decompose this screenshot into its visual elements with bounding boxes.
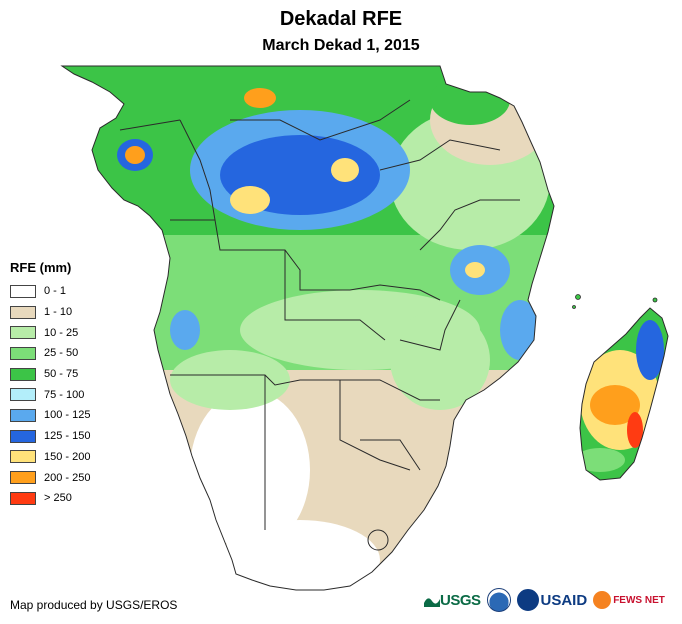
legend-label: 100 - 125 [44, 409, 91, 422]
legend-item: 50 - 75 [10, 364, 90, 385]
legend-item: 200 - 250 [10, 467, 90, 488]
map-subtitle: March Dekad 1, 2015 [262, 37, 420, 54]
credit-text: Map produced by USGS/EROS [10, 598, 178, 612]
country-borders [119, 99, 520, 551]
fews-logo-text: FEWS NET [613, 594, 665, 606]
usaid-logo-text: USAID [540, 591, 588, 609]
legend-swatch [10, 471, 36, 485]
agency-logos: USGS USAID FEWS NET [424, 584, 671, 616]
usgs-logo: USGS [424, 592, 481, 609]
legend-swatch [10, 388, 36, 402]
legend-label: 150 - 200 [44, 450, 91, 463]
legend-label: 50 - 75 [44, 368, 79, 381]
legend-item: 75 - 100 [10, 384, 90, 405]
legend-item: 25 - 50 [10, 343, 90, 364]
legend-swatch [10, 284, 36, 298]
legend-label: 1 - 10 [44, 306, 73, 319]
legend-label: 25 - 50 [44, 347, 79, 360]
africa-coastline [60, 65, 555, 591]
legend-item: 0 - 1 [10, 281, 90, 302]
legend-label: 0 - 1 [44, 285, 67, 298]
legend-swatch [10, 326, 36, 340]
legend-swatch [10, 346, 36, 360]
usgs-wave-icon [424, 598, 440, 607]
legend-label: 10 - 25 [44, 326, 79, 339]
legend-label: 200 - 250 [44, 471, 91, 484]
legend-swatch [10, 367, 36, 381]
islands [572, 294, 658, 309]
legend-swatch [10, 491, 36, 505]
legend-item: 10 - 25 [10, 322, 90, 343]
fews-globe-icon [593, 591, 612, 609]
fews-logo: FEWS NET [593, 591, 665, 609]
map-title: Dekadal RFE [279, 8, 403, 30]
legend-item: 150 - 200 [10, 447, 90, 468]
legend-swatch [10, 408, 36, 422]
madagascar-coastline [579, 307, 669, 481]
legend-swatch [10, 429, 36, 443]
noaa-logo [486, 588, 511, 612]
legend-item: > 250 [10, 488, 90, 509]
legend-item: 1 - 10 [10, 302, 90, 323]
legend-item: 125 - 150 [10, 426, 90, 447]
legend-swatch [10, 450, 36, 464]
usaid-logo: USAID [516, 589, 588, 611]
legend-label: 125 - 150 [44, 430, 91, 443]
madagascar-rainfall-layer [580, 308, 668, 480]
usgs-logo-text: USGS [440, 591, 481, 609]
noaa-seal-icon [486, 588, 511, 612]
legend-label: > 250 [44, 492, 72, 505]
legend-item: 100 - 125 [10, 405, 90, 426]
legend: RFE (mm) 0 - 1 1 - 10 10 - 25 25 - 50 50 - 7… [10, 260, 90, 509]
usaid-seal-icon [516, 589, 539, 611]
legend-title: RFE (mm) [10, 260, 72, 275]
legend-label: 75 - 100 [44, 388, 85, 401]
legend-swatch [10, 305, 36, 319]
africa-rainfall-layer [62, 66, 554, 590]
